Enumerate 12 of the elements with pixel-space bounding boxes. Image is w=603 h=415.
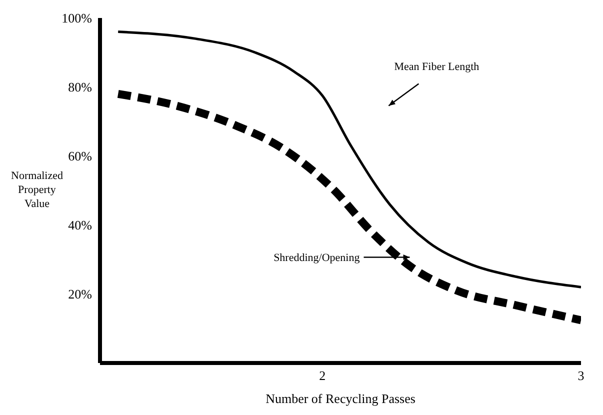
annotation: Mean Fiber Length <box>394 60 480 73</box>
y-tick-label: 40% <box>68 218 92 233</box>
x-tick-label: 2 <box>319 368 326 384</box>
x-axis-title: Number of Recycling Passes <box>266 391 416 406</box>
line-series <box>116 30 581 288</box>
y-axis-title: Normalized Property Value <box>10 168 64 210</box>
y-tick-label: 60% <box>68 148 92 164</box>
annotation: Shredding/Opening <box>274 252 360 264</box>
x-tick-label: 3 <box>578 368 584 384</box>
y-tick-label: 20% <box>68 286 92 302</box>
y-tick-label: 100% <box>62 10 92 26</box>
y-tick-label: 80% <box>68 80 92 95</box>
